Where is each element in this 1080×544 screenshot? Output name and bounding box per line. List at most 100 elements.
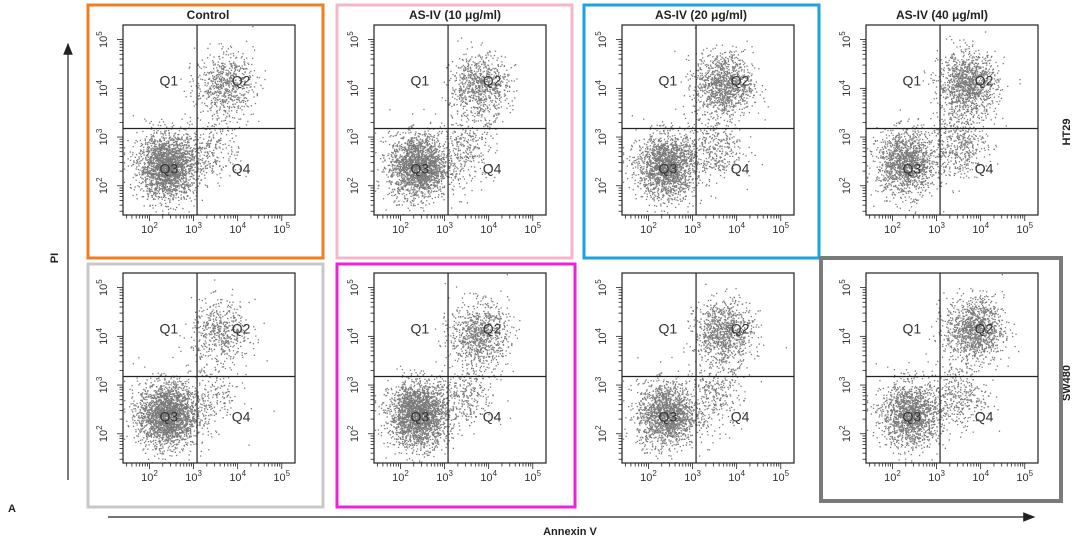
data-point	[144, 168, 146, 170]
data-point	[177, 153, 179, 155]
data-point	[184, 141, 186, 143]
data-point	[171, 191, 173, 193]
data-point	[171, 151, 173, 153]
data-point	[399, 180, 402, 182]
data-point	[234, 63, 236, 65]
data-point	[152, 141, 155, 143]
data-point	[431, 139, 434, 141]
data-point	[225, 84, 227, 86]
data-point	[162, 162, 164, 165]
data-point	[406, 200, 408, 203]
data-point	[204, 102, 206, 105]
data-point	[394, 194, 397, 196]
data-point	[174, 159, 177, 161]
data-point	[227, 129, 229, 132]
data-point	[176, 167, 179, 169]
data-point	[167, 145, 169, 148]
data-point	[170, 168, 172, 171]
data-point	[178, 191, 181, 193]
data-point	[252, 26, 254, 28]
data-point	[163, 180, 166, 182]
data-point	[394, 135, 396, 137]
data-point	[225, 54, 227, 56]
data-point	[218, 123, 220, 125]
data-point	[174, 167, 177, 169]
data-point	[170, 173, 172, 175]
data-point	[165, 163, 167, 165]
data-point	[237, 51, 239, 53]
data-point	[441, 193, 443, 195]
data-point	[143, 152, 145, 154]
data-point	[218, 160, 221, 163]
data-point	[237, 151, 239, 153]
data-point	[169, 201, 171, 203]
data-point	[161, 157, 163, 159]
data-point	[161, 118, 163, 120]
data-point	[156, 155, 158, 158]
data-point	[209, 150, 211, 153]
data-point	[223, 106, 226, 108]
data-point	[223, 109, 225, 112]
data-point	[165, 162, 167, 164]
data-point	[136, 160, 139, 162]
data-point	[219, 172, 221, 175]
data-point	[155, 188, 157, 190]
plot-area	[122, 24, 296, 216]
data-point	[176, 185, 178, 187]
data-point	[161, 184, 163, 186]
data-point	[181, 142, 183, 144]
y-tick-label: 102	[95, 177, 110, 194]
data-point	[209, 155, 211, 157]
data-point	[176, 156, 178, 158]
data-point	[170, 192, 172, 194]
data-point	[146, 187, 149, 190]
data-point	[431, 162, 433, 165]
data-point	[206, 57, 209, 59]
data-point	[187, 152, 189, 154]
data-point	[435, 177, 438, 179]
data-point	[170, 158, 172, 160]
data-point	[155, 148, 157, 150]
data-point	[165, 187, 167, 189]
data-point	[136, 166, 138, 168]
data-point	[193, 156, 195, 158]
data-point	[189, 160, 192, 162]
data-point	[208, 77, 210, 79]
data-point	[227, 126, 229, 128]
data-point	[188, 211, 190, 213]
data-point	[213, 71, 215, 73]
data-point	[207, 90, 209, 93]
data-point	[158, 179, 160, 181]
data-point	[181, 156, 183, 159]
data-point	[184, 113, 186, 115]
data-point	[207, 161, 210, 163]
data-point	[227, 73, 230, 75]
data-point	[227, 94, 229, 97]
data-point	[156, 192, 158, 195]
data-point	[150, 165, 153, 167]
data-point	[134, 186, 136, 188]
data-point	[143, 168, 145, 170]
data-point	[182, 172, 184, 174]
data-point	[216, 174, 218, 176]
data-point	[374, 190, 377, 192]
data-point	[197, 178, 199, 180]
data-point	[426, 189, 428, 191]
data-point	[178, 172, 180, 175]
data-point	[254, 102, 257, 105]
data-point	[151, 195, 154, 197]
data-point	[177, 138, 179, 141]
data-point	[433, 176, 435, 179]
data-point	[165, 130, 168, 132]
data-point	[197, 87, 200, 89]
data-point	[169, 136, 172, 138]
data-point	[224, 79, 227, 81]
data-point	[436, 181, 439, 183]
data-point	[170, 193, 173, 195]
data-point	[215, 124, 217, 126]
data-point	[159, 150, 161, 152]
data-point	[231, 65, 233, 67]
data-point	[190, 176, 192, 178]
data-point	[172, 142, 175, 144]
